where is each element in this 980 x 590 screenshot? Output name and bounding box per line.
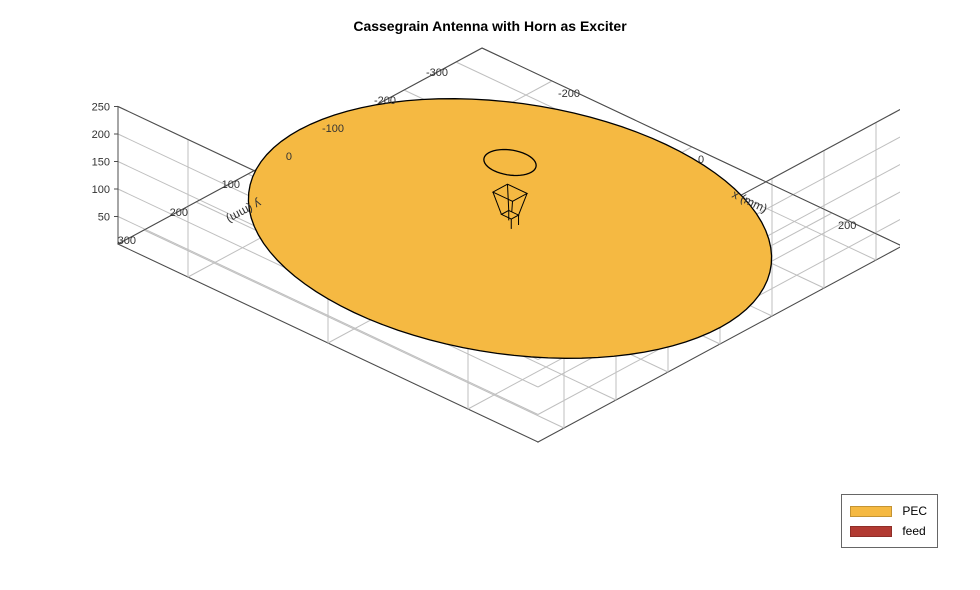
svg-text:-100: -100 [322,123,344,135]
svg-text:200: 200 [92,129,110,141]
legend-item-pec: PEC [850,501,927,521]
plot-title: Cassegrain Antenna with Horn as Exciter [0,18,980,34]
svg-text:-200: -200 [558,88,580,100]
svg-text:50: 50 [98,212,110,224]
svg-text:150: 150 [92,157,110,169]
svg-text:-300: -300 [426,67,448,79]
svg-text:300: 300 [118,235,136,247]
axes-svg: 50100150200250z (mm)-300-200-10001002003… [90,45,900,535]
legend-swatch-pec [850,506,892,517]
legend-label-pec: PEC [902,504,927,518]
svg-text:200: 200 [838,220,856,232]
legend-swatch-feed [850,526,892,537]
svg-text:250: 250 [92,102,110,114]
svg-text:0: 0 [286,151,292,163]
figure: Cassegrain Antenna with Horn as Exciter … [0,0,980,590]
svg-text:100: 100 [92,184,110,196]
legend-item-feed: feed [850,521,927,541]
svg-text:0: 0 [698,154,704,166]
svg-text:-200: -200 [374,95,396,107]
svg-text:100: 100 [222,179,240,191]
svg-text:200: 200 [170,207,188,219]
axes-3d[interactable]: 50100150200250z (mm)-300-200-10001002003… [90,45,900,535]
legend-label-feed: feed [902,524,925,538]
legend: PEC feed [841,494,938,548]
